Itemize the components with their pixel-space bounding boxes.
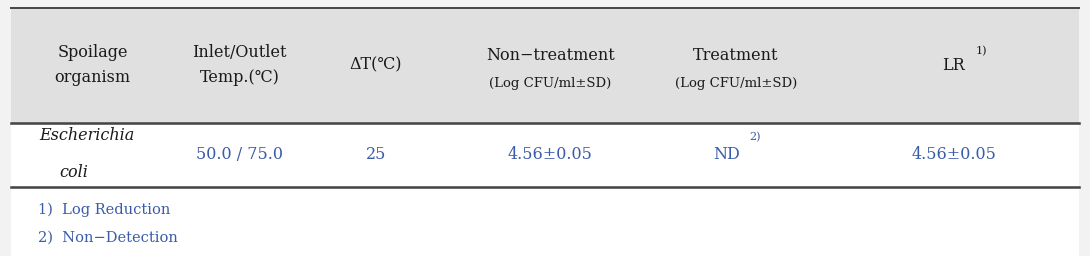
Text: Treatment: Treatment [693, 47, 778, 63]
Text: ΔT(℃): ΔT(℃) [350, 57, 402, 74]
Text: coli: coli [60, 164, 88, 181]
Text: 25: 25 [366, 146, 386, 163]
Text: Spoilage
organism: Spoilage organism [54, 44, 131, 86]
Text: 1): 1) [976, 46, 986, 56]
Text: 4.56±0.05: 4.56±0.05 [911, 146, 996, 163]
Text: LR: LR [943, 57, 965, 74]
Text: 50.0 / 75.0: 50.0 / 75.0 [196, 146, 283, 163]
Text: ND: ND [714, 146, 740, 163]
Text: Inlet/Outlet
Temp.(℃): Inlet/Outlet Temp.(℃) [193, 44, 287, 86]
Text: 2): 2) [750, 132, 761, 142]
Text: 2)  Non−Detection: 2) Non−Detection [38, 231, 178, 245]
Text: 4.56±0.05: 4.56±0.05 [508, 146, 593, 163]
Bar [11, 187, 1079, 256]
Text: 1)  Log Reduction: 1) Log Reduction [38, 203, 170, 217]
Text: (Log CFU/ml±SD): (Log CFU/ml±SD) [675, 77, 797, 90]
Bar [11, 123, 1079, 187]
Text: (Log CFU/ml±SD): (Log CFU/ml±SD) [489, 77, 611, 90]
Text: Escherichia: Escherichia [39, 127, 135, 144]
Text: Non−treatment: Non−treatment [486, 47, 615, 63]
Bar [11, 8, 1079, 123]
